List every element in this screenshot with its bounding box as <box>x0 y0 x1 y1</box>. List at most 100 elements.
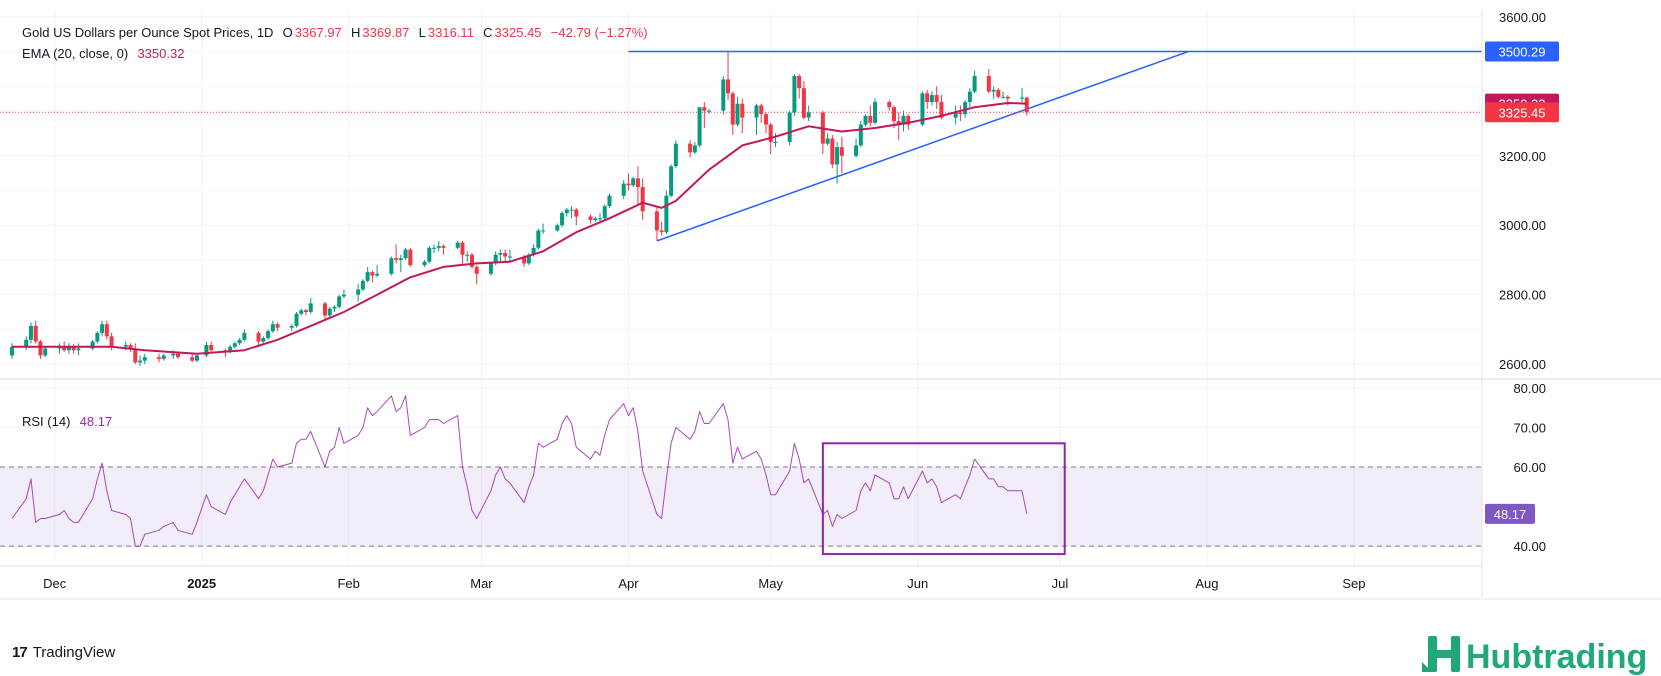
candle-body <box>294 313 299 326</box>
candle <box>370 270 375 283</box>
candle <box>71 343 76 354</box>
candle-body <box>920 93 925 125</box>
candle <box>341 289 346 299</box>
candle <box>327 306 332 318</box>
close-label: C <box>483 25 493 40</box>
candle-body <box>194 355 199 361</box>
candle <box>266 329 271 340</box>
candle-body <box>901 115 906 125</box>
candle <box>692 141 697 155</box>
tradingview-icon: 17 <box>12 644 28 661</box>
candle <box>465 251 470 262</box>
candle-body <box>237 339 242 344</box>
candle <box>702 102 707 129</box>
price-tick-label: 3600.00 <box>1499 10 1546 25</box>
candle-body <box>360 280 365 290</box>
candle <box>887 100 892 111</box>
candle <box>408 247 413 267</box>
price-tick-label: 2600.00 <box>1499 357 1546 372</box>
candle-body <box>507 256 512 258</box>
candle <box>398 254 403 273</box>
candle <box>626 173 631 191</box>
candle-body <box>607 195 612 207</box>
candle-body <box>232 343 237 347</box>
price-axis-label-text: 3325.45 <box>1499 105 1546 120</box>
candle-body <box>469 254 474 267</box>
candle <box>598 213 602 222</box>
candle <box>797 74 802 99</box>
candle-body <box>33 325 38 342</box>
candle <box>958 105 963 122</box>
candle <box>953 105 958 125</box>
candle-body <box>635 178 640 188</box>
candle-body <box>398 258 403 260</box>
candle <box>299 308 304 316</box>
candle <box>228 345 233 354</box>
candle-body <box>906 115 911 125</box>
symbol-title: Gold US Dollars per Ounce Spot Prices, 1… <box>22 25 274 40</box>
candle <box>640 178 645 221</box>
candle-body <box>370 272 375 276</box>
candle-body <box>692 145 697 153</box>
candle-body <box>128 345 133 349</box>
rsi-axis-label: 48.17 <box>1485 503 1535 524</box>
candle <box>825 133 830 146</box>
candle-body <box>659 230 664 233</box>
candle-body <box>1001 96 1006 98</box>
candle <box>602 204 607 221</box>
candle <box>858 121 863 148</box>
candle-body <box>626 183 631 186</box>
candle-body <box>702 107 707 111</box>
candle-body <box>341 294 346 297</box>
candle <box>569 206 574 219</box>
candle <box>820 110 825 155</box>
candle <box>730 91 735 135</box>
tradingview-logo[interactable]: 17 TradingView <box>12 644 115 661</box>
candle <box>304 308 308 316</box>
candle <box>697 107 702 148</box>
candle <box>688 140 693 158</box>
high-label: H <box>351 25 361 40</box>
candle <box>726 51 731 101</box>
time-tick-label: Jun <box>907 576 928 591</box>
candle <box>294 312 299 328</box>
candle <box>707 108 712 115</box>
candle-body <box>436 246 441 248</box>
candle-body <box>858 124 863 146</box>
candle-body <box>1020 97 1025 99</box>
candle-body <box>787 112 792 142</box>
rsi-tick-label: 80.00 <box>1513 381 1546 396</box>
candle <box>991 86 996 99</box>
candle-body <box>493 254 498 264</box>
candle <box>209 341 214 352</box>
candle-body <box>455 242 460 248</box>
high-value: 3369.87 <box>362 25 410 40</box>
candle-body <box>408 249 413 266</box>
ema-line <box>12 102 1027 355</box>
candle-body <box>498 253 503 255</box>
candle-body <box>123 345 128 347</box>
candle <box>792 74 797 116</box>
candle <box>389 256 394 276</box>
candle <box>256 331 261 346</box>
candle <box>635 166 640 207</box>
axes: 3600.00 3200.00 3000.00 2800.00 2600.00 Dec 20… <box>0 10 1661 600</box>
ema-value: 3350.32 <box>137 46 185 61</box>
candle-body <box>171 353 176 356</box>
candle-body <box>109 336 114 347</box>
price-axis-label-text: 3500.29 <box>1499 45 1546 60</box>
candle <box>190 353 195 363</box>
open-label: O <box>282 25 293 40</box>
rsi-tick-label: 40.00 <box>1513 539 1546 554</box>
low-label: L <box>418 25 426 40</box>
rsi-axis-label-text: 48.17 <box>1494 507 1527 522</box>
candle-body <box>204 345 209 356</box>
candle-body <box>465 254 470 256</box>
candle-body <box>868 115 873 123</box>
candle-body <box>275 324 280 328</box>
time-tick-label: Mar <box>470 576 493 591</box>
candle <box>721 75 726 115</box>
candle <box>157 353 161 363</box>
candle <box>503 249 508 262</box>
